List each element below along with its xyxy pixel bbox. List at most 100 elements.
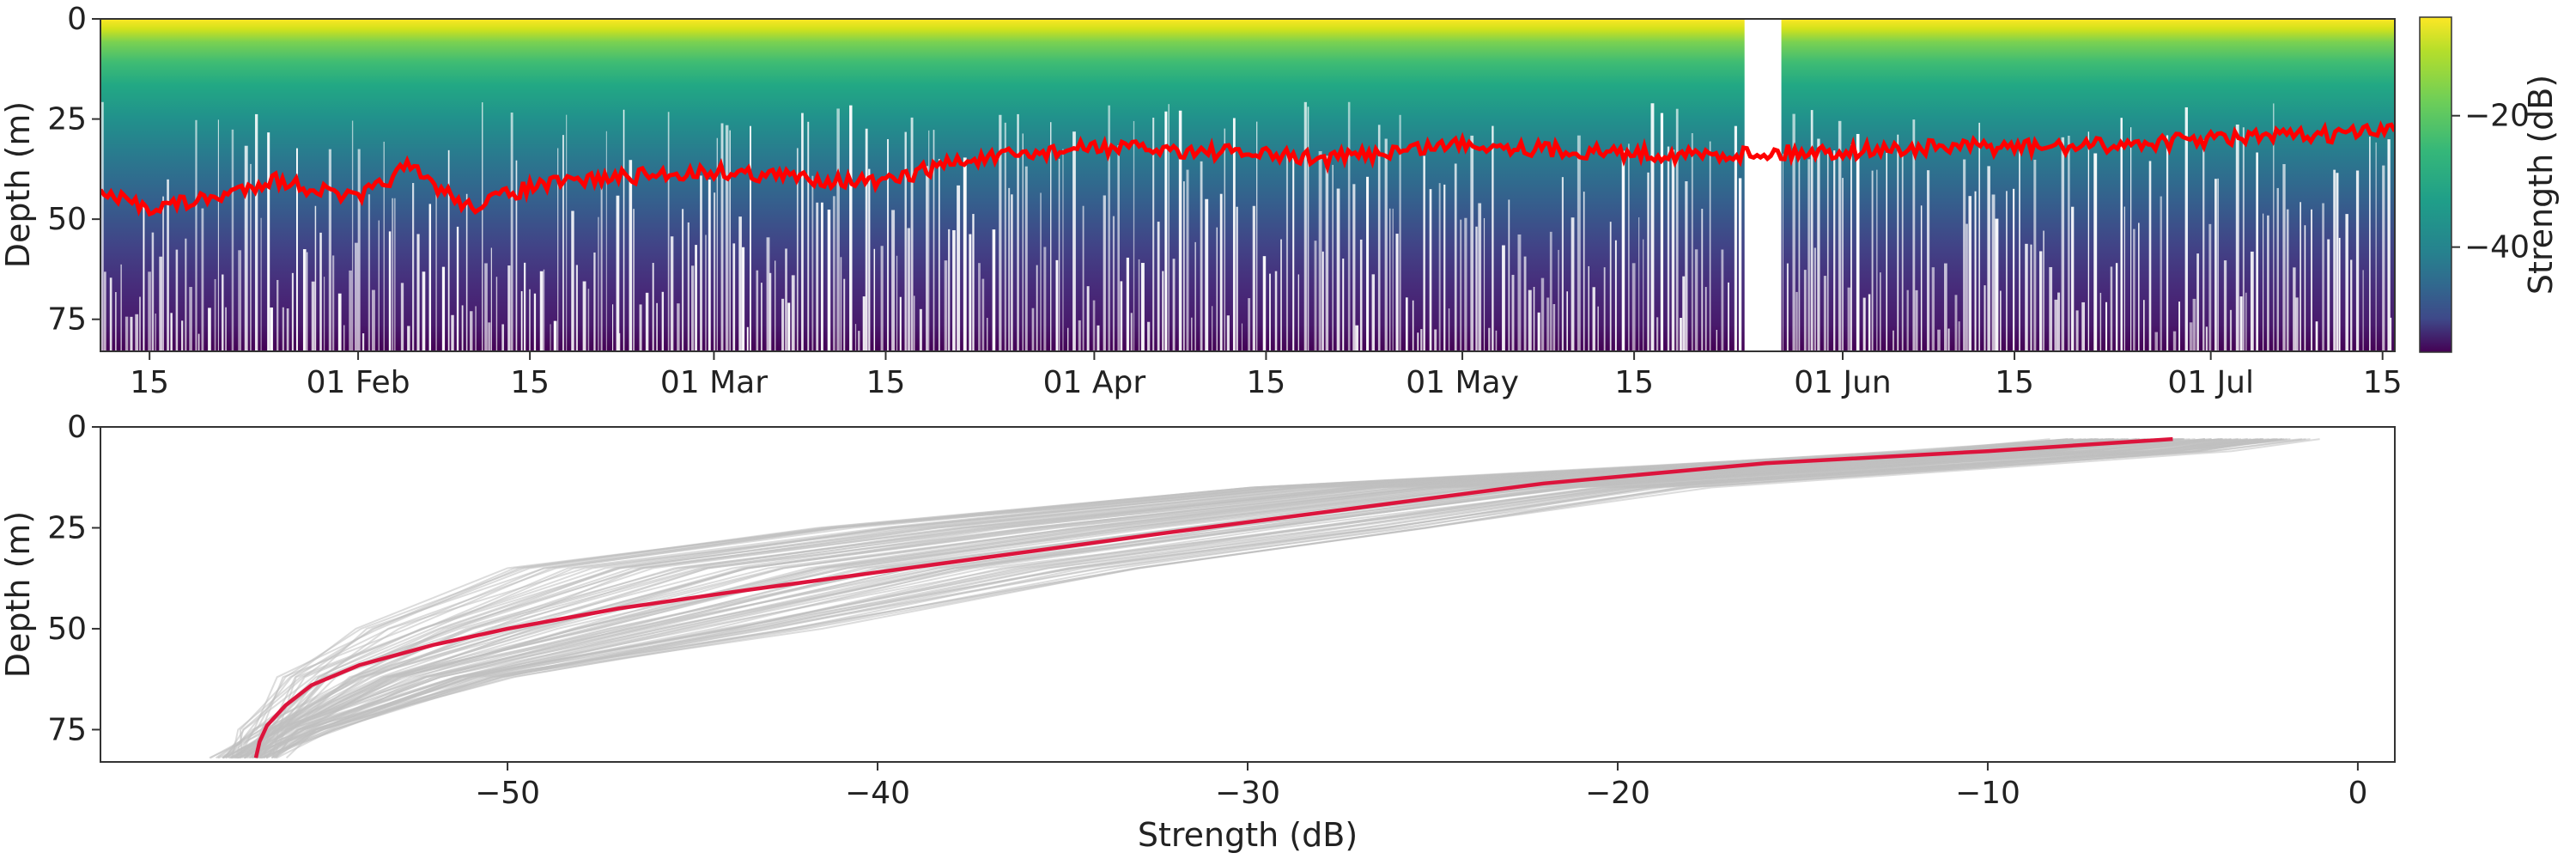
signal-dropout — [948, 228, 951, 351]
signal-dropout — [2333, 169, 2336, 351]
x-tick-label: 0 — [2348, 776, 2367, 811]
signal-dropout — [2049, 266, 2053, 351]
signal-dropout — [276, 279, 279, 351]
signal-dropout — [197, 333, 200, 351]
signal-dropout — [1092, 300, 1096, 351]
signal-dropout — [2115, 263, 2118, 351]
signal-dropout — [1395, 234, 1399, 351]
signal-dropout — [633, 209, 635, 351]
signal-dropout — [1224, 128, 1226, 351]
signal-dropout — [488, 322, 491, 351]
y-tick-label: 75 — [47, 712, 87, 747]
signal-dropout — [1656, 317, 1659, 351]
signal-dropout — [354, 242, 358, 351]
signal-dropout — [524, 262, 526, 351]
signal-dropout — [1460, 219, 1462, 351]
signal-dropout — [904, 131, 907, 351]
signal-dropout — [2350, 259, 2353, 351]
signal-dropout — [328, 149, 331, 351]
signal-dropout — [1342, 259, 1345, 351]
signal-dropout — [1738, 178, 1742, 351]
signal-dropout — [781, 298, 785, 351]
signal-dropout — [1200, 161, 1203, 351]
signal-dropout — [441, 266, 446, 351]
signal-dropout — [618, 332, 621, 351]
signal-dropout — [1285, 149, 1289, 351]
signal-dropout — [652, 263, 654, 351]
signal-dropout — [1592, 287, 1595, 351]
signal-dropout — [1660, 113, 1664, 351]
signal-dropout — [181, 320, 184, 351]
x-tick-label: 01 Jun — [1794, 365, 1892, 400]
signal-dropout — [1438, 183, 1441, 351]
signal-dropout — [1709, 141, 1711, 351]
echogram-y-axis-title: Depth (m) — [0, 101, 37, 269]
signal-dropout — [1017, 113, 1019, 351]
signal-dropout — [1164, 111, 1168, 351]
profile-x-axis: −50 −40 −30 −20 −10 0 — [475, 762, 2367, 811]
signal-dropout — [1847, 287, 1850, 351]
signal-dropout — [1138, 259, 1140, 351]
signal-dropout — [1226, 315, 1230, 351]
y-tick-label: 50 — [47, 202, 87, 237]
signal-dropout — [1508, 199, 1510, 351]
signal-dropout — [849, 105, 853, 351]
signal-dropout — [1826, 149, 1829, 351]
signal-dropout — [1389, 208, 1391, 351]
signal-dropout — [1417, 332, 1419, 351]
signal-dropout — [969, 234, 972, 351]
x-tick-label: 15 — [130, 365, 169, 400]
signal-dropout — [1172, 259, 1176, 351]
signal-dropout — [854, 324, 857, 351]
signal-dropout — [2214, 179, 2217, 351]
signal-dropout — [2369, 137, 2371, 351]
signal-dropout — [1004, 122, 1006, 351]
signal-dropout — [324, 277, 325, 351]
individual-profile-line — [252, 438, 2223, 758]
signal-dropout — [143, 201, 145, 351]
signal-dropout — [159, 256, 163, 351]
signal-dropout — [1443, 184, 1446, 351]
signal-dropout — [1236, 206, 1238, 351]
signal-dropout — [1475, 226, 1478, 351]
signal-dropout — [816, 202, 819, 351]
signal-dropout — [2099, 292, 2102, 351]
signal-dropout — [1495, 330, 1498, 351]
signal-dropout — [2229, 309, 2233, 351]
x-tick-label: 15 — [1995, 365, 2034, 400]
signal-dropout — [416, 234, 420, 351]
signal-dropout — [244, 145, 248, 351]
signal-dropout — [562, 135, 564, 351]
signal-dropout — [1366, 176, 1370, 351]
echogram-area — [100, 19, 2395, 351]
signal-dropout — [349, 270, 352, 351]
signal-dropout — [1086, 286, 1090, 351]
signal-dropout — [705, 235, 707, 351]
signal-dropout — [1147, 321, 1151, 351]
signal-dropout — [1117, 144, 1120, 351]
signal-dropout — [629, 160, 633, 351]
signal-dropout — [357, 149, 361, 351]
signal-dropout — [700, 175, 702, 351]
x-tick-label: 01 Jul — [2167, 365, 2254, 400]
signal-dropout — [639, 304, 642, 351]
signal-dropout — [899, 296, 902, 351]
signal-dropout — [1292, 152, 1295, 351]
signal-dropout — [1377, 125, 1381, 351]
signal-dropout — [749, 125, 751, 351]
signal-dropout — [378, 220, 380, 351]
signal-dropout — [1483, 217, 1485, 351]
signal-dropout — [2382, 165, 2385, 351]
signal-dropout — [170, 313, 173, 351]
signal-dropout — [2239, 296, 2243, 351]
signal-dropout — [1621, 150, 1625, 351]
signal-dropout — [120, 264, 122, 351]
signal-dropout — [1749, 129, 1752, 351]
colorbar-ticks: −20 −40 — [2451, 99, 2530, 265]
signal-dropout — [1112, 216, 1115, 351]
signal-dropout — [286, 308, 289, 351]
profile-panel: 0 25 50 75 −50 −40 −30 −20 −10 0 Depth (m) Stren… — [0, 410, 2396, 854]
signal-dropout — [785, 248, 787, 351]
signal-dropout — [407, 326, 410, 351]
signal-dropout — [1701, 209, 1704, 351]
